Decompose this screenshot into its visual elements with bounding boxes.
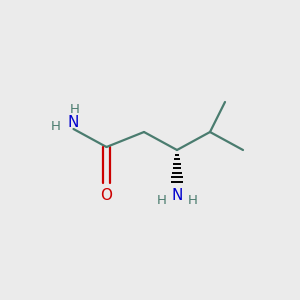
Text: N: N xyxy=(172,188,183,202)
Text: H: H xyxy=(51,119,61,133)
Text: O: O xyxy=(100,188,112,202)
Text: H: H xyxy=(188,194,197,208)
Text: H: H xyxy=(157,194,166,208)
Text: N: N xyxy=(68,115,79,130)
Text: H: H xyxy=(70,103,80,116)
